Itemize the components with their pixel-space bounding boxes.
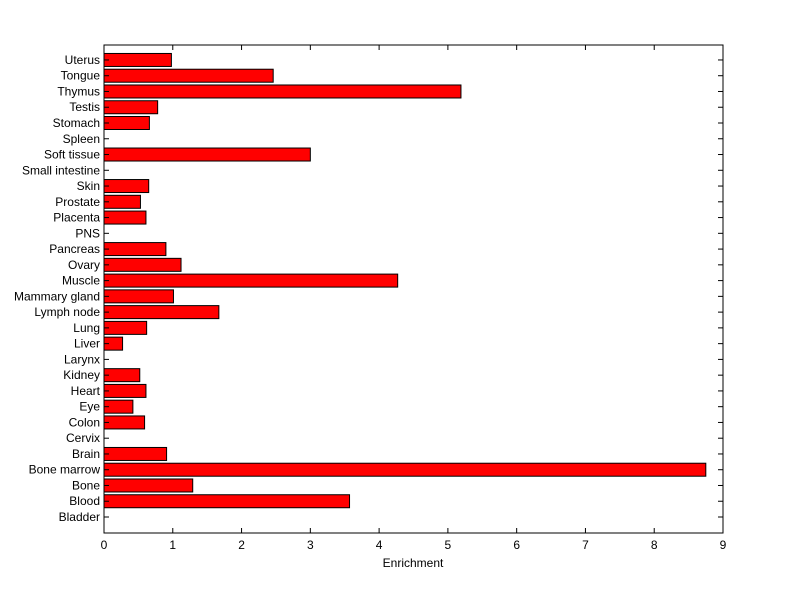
y-tick-label: Mammary gland (14, 289, 100, 303)
y-tick-label: Liver (74, 337, 100, 351)
bar-kidney (103, 368, 141, 383)
x-tick-label: 4 (376, 538, 383, 552)
y-tick-label: Heart (71, 384, 101, 398)
y-tick-label: Thymus (57, 84, 100, 98)
bar-placenta (103, 210, 147, 225)
bar-colon (103, 415, 146, 430)
bar-mammary-gland (103, 289, 174, 304)
y-tick-label: Bone (72, 478, 100, 492)
bar-bone-marrow (103, 462, 707, 477)
bar-lung (103, 320, 148, 335)
y-tick-label: Soft tissue (44, 148, 100, 162)
y-tick-label: Tongue (61, 69, 101, 83)
bar-lymph-node (103, 305, 220, 320)
y-tick-label: Larynx (64, 352, 100, 366)
y-tick-label: Placenta (53, 211, 100, 225)
x-axis: 0 1 2 3 4 5 6 7 8 9 (101, 45, 727, 552)
bar-soft-tissue (103, 147, 311, 162)
y-tick-label: Muscle (62, 274, 100, 288)
bar-ovary (103, 257, 182, 272)
bar-testis (103, 100, 159, 115)
y-tick-label: Ovary (68, 258, 100, 272)
y-tick-label: Skin (77, 179, 100, 193)
bar-pancreas (103, 242, 167, 257)
x-tick-label: 9 (720, 538, 727, 552)
y-tick-label: Pancreas (49, 242, 100, 256)
y-tick-label: Cervix (66, 431, 100, 445)
y-tick-label: Stomach (53, 116, 100, 130)
x-tick-label: 1 (169, 538, 176, 552)
y-tick-label: Colon (69, 415, 100, 429)
plot-area-frame (103, 44, 724, 534)
x-tick-label: 2 (238, 538, 245, 552)
bar-skin (103, 179, 150, 194)
y-tick-label: Brain (72, 447, 100, 461)
y-tick-label: Prostate (55, 195, 100, 209)
bar-prostate (103, 194, 141, 209)
bar-uterus (103, 52, 172, 67)
y-tick-label: Lymph node (34, 305, 100, 319)
x-axis-label: Enrichment (383, 556, 444, 570)
y-tick-label: PNS (75, 226, 100, 240)
x-tick-label: 3 (307, 538, 314, 552)
bar-thymus (103, 84, 462, 99)
x-tick-label: 0 (101, 538, 108, 552)
x-tick-label: 8 (651, 538, 658, 552)
bar-muscle (103, 273, 399, 288)
y-tick-label: Uterus (65, 53, 100, 67)
y-tick-label: Spleen (63, 132, 100, 146)
y-tick-label: Blood (69, 494, 100, 508)
x-tick-label: 7 (582, 538, 589, 552)
y-tick-label: Small intestine (22, 163, 100, 177)
x-tick-label: 5 (445, 538, 452, 552)
bar-tongue (103, 68, 274, 83)
bar-blood (103, 494, 351, 509)
y-tick-label: Testis (69, 100, 100, 114)
bar-heart (103, 383, 147, 398)
bar-stomach (103, 116, 150, 130)
y-tick-label: Bladder (59, 510, 100, 524)
bar-brain (103, 446, 168, 461)
y-tick-label: Kidney (63, 368, 100, 382)
y-tick-label: Eye (79, 400, 100, 414)
x-tick-label: 6 (513, 538, 520, 552)
y-tick-label: Bone marrow (29, 463, 101, 477)
bar-bone (103, 478, 194, 493)
y-tick-label: Lung (73, 321, 100, 335)
